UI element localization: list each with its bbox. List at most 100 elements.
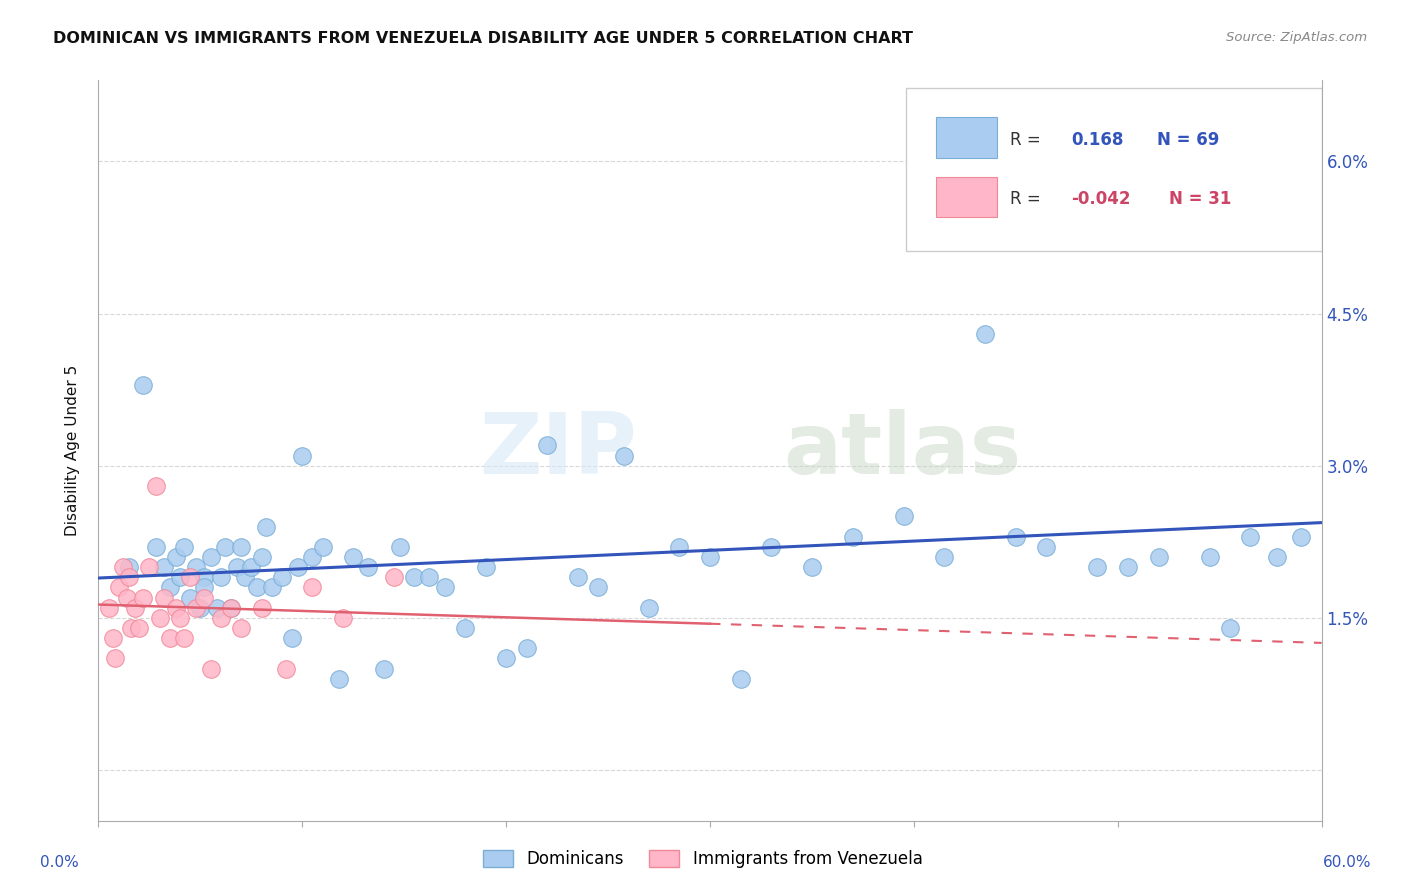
Point — [250, 549, 273, 564]
Point — [193, 580, 215, 594]
Point — [132, 591, 155, 605]
Point — [250, 600, 273, 615]
Text: R =: R = — [1010, 190, 1046, 208]
Legend: Dominicans, Immigrants from Venezuela: Dominicans, Immigrants from Venezuela — [477, 843, 929, 875]
Point — [165, 549, 187, 564]
Point — [1085, 560, 1108, 574]
Point — [332, 611, 354, 625]
Point — [567, 570, 589, 584]
Point — [152, 591, 174, 605]
Point — [586, 580, 609, 594]
Point — [260, 580, 283, 594]
Point — [145, 479, 167, 493]
Point — [637, 600, 661, 615]
Text: 0.168: 0.168 — [1071, 130, 1123, 148]
Point — [165, 600, 187, 615]
Point — [200, 549, 222, 564]
Point — [159, 631, 181, 645]
Text: DOMINICAN VS IMMIGRANTS FROM VENEZUELA DISABILITY AGE UNDER 5 CORRELATION CHART: DOMINICAN VS IMMIGRANTS FROM VENEZUELA D… — [53, 31, 914, 46]
Point — [111, 560, 134, 574]
Point — [801, 560, 824, 574]
Point — [231, 621, 253, 635]
Point — [214, 540, 236, 554]
Point — [138, 560, 160, 574]
Point — [233, 570, 256, 584]
Point — [730, 672, 752, 686]
Point — [1004, 530, 1026, 544]
Text: 60.0%: 60.0% — [1323, 855, 1371, 870]
Point — [373, 661, 395, 675]
Point — [145, 540, 167, 554]
Point — [893, 509, 915, 524]
Point — [97, 600, 120, 615]
Point — [389, 540, 412, 554]
Point — [132, 377, 155, 392]
Point — [169, 570, 191, 584]
FancyBboxPatch shape — [905, 87, 1322, 251]
Text: ZIP: ZIP — [479, 409, 637, 492]
Point — [668, 540, 690, 554]
Point — [179, 591, 201, 605]
Point — [312, 540, 335, 554]
Point — [1219, 621, 1241, 635]
Point — [186, 560, 208, 574]
Point — [1239, 530, 1261, 544]
Point — [301, 580, 323, 594]
Point — [209, 570, 232, 584]
Point — [1198, 549, 1220, 564]
Point — [101, 631, 124, 645]
Text: Source: ZipAtlas.com: Source: ZipAtlas.com — [1226, 31, 1367, 45]
Point — [1116, 560, 1139, 574]
Point — [115, 591, 138, 605]
Point — [841, 530, 863, 544]
Point — [152, 560, 174, 574]
Point — [254, 519, 277, 533]
Point — [240, 560, 263, 574]
Point — [226, 560, 249, 574]
Point — [342, 549, 364, 564]
Point — [104, 651, 127, 665]
Text: 0.0%: 0.0% — [39, 855, 79, 870]
FancyBboxPatch shape — [936, 117, 997, 158]
Point — [495, 651, 517, 665]
Point — [118, 560, 141, 574]
Point — [287, 560, 309, 574]
Point — [281, 631, 304, 645]
Text: R =: R = — [1010, 130, 1046, 148]
Point — [974, 326, 997, 341]
Point — [301, 549, 323, 564]
Point — [434, 580, 457, 594]
Point — [193, 591, 215, 605]
Point — [934, 549, 956, 564]
Point — [200, 661, 222, 675]
Point — [205, 600, 228, 615]
Point — [186, 600, 208, 615]
Point — [108, 580, 131, 594]
FancyBboxPatch shape — [936, 177, 997, 218]
Text: N = 31: N = 31 — [1168, 190, 1232, 208]
Point — [128, 621, 150, 635]
Point — [613, 449, 636, 463]
Point — [219, 600, 242, 615]
Point — [404, 570, 426, 584]
Point — [1291, 530, 1313, 544]
Point — [474, 560, 498, 574]
Point — [418, 570, 440, 584]
Text: -0.042: -0.042 — [1071, 190, 1130, 208]
Point — [193, 570, 215, 584]
Point — [1035, 540, 1057, 554]
Point — [209, 611, 232, 625]
Point — [188, 600, 212, 615]
Point — [124, 600, 146, 615]
Y-axis label: Disability Age Under 5: Disability Age Under 5 — [65, 365, 80, 536]
Point — [328, 672, 350, 686]
Point — [231, 540, 253, 554]
Point — [120, 621, 142, 635]
Point — [382, 570, 405, 584]
Point — [179, 570, 201, 584]
Point — [159, 580, 181, 594]
Point — [454, 621, 477, 635]
Point — [1056, 185, 1078, 199]
Point — [118, 570, 141, 584]
Text: atlas: atlas — [783, 409, 1022, 492]
